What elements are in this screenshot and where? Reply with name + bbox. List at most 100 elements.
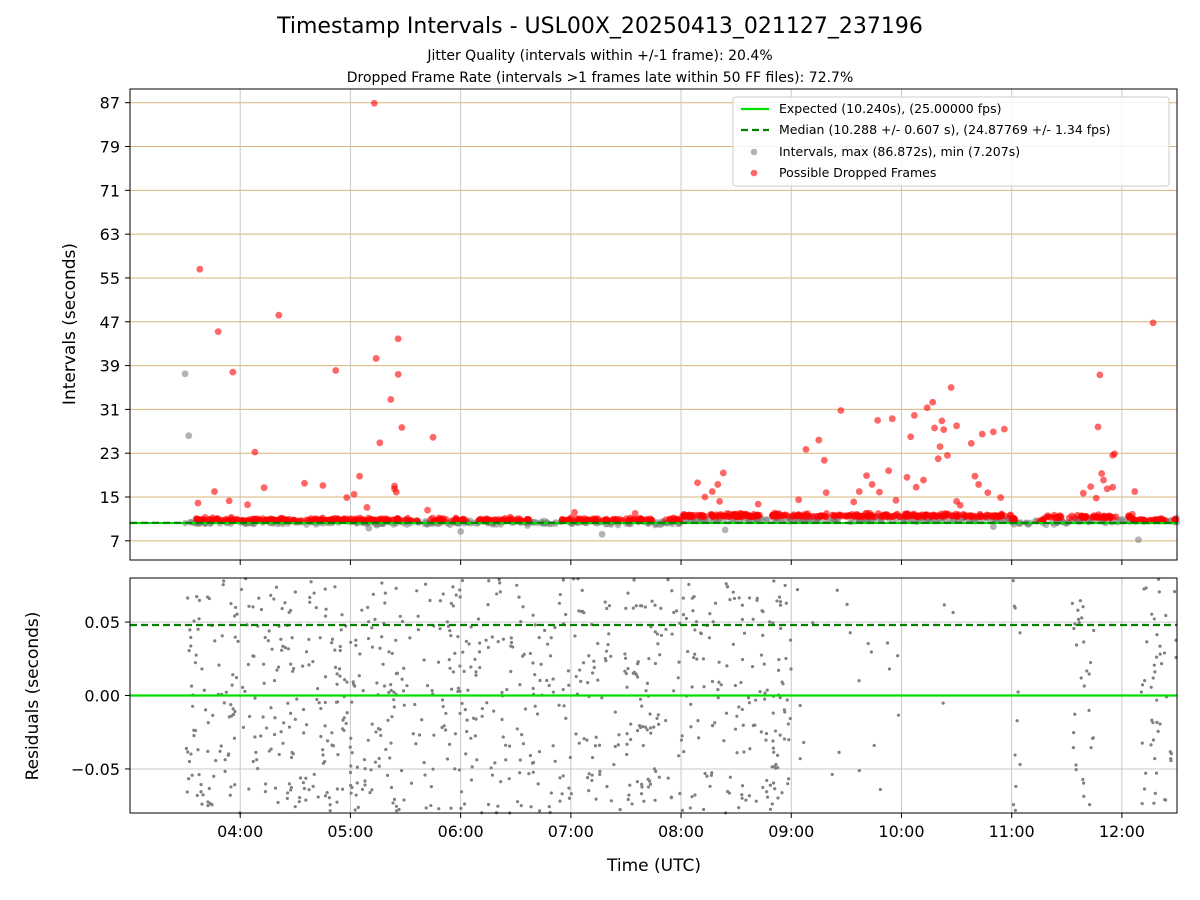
- residual-point: [473, 657, 477, 661]
- residual-point: [531, 770, 535, 774]
- dropped-frame-point: [507, 516, 515, 524]
- residual-point: [642, 799, 646, 803]
- residual-point: [199, 790, 203, 794]
- residual-point: [648, 726, 653, 730]
- dropped-frame-point: [938, 417, 946, 425]
- residual-point: [251, 605, 255, 609]
- residual-point: [626, 591, 630, 595]
- residual-point: [640, 785, 644, 789]
- residual-point: [307, 663, 311, 667]
- dropped-frame-point: [701, 493, 709, 501]
- residual-point: [627, 793, 631, 797]
- residual-point: [229, 703, 233, 707]
- residual-point: [298, 795, 302, 800]
- residual-point: [287, 782, 291, 786]
- intervals-y-label: Intervals (seconds): [60, 243, 80, 405]
- residual-point: [728, 598, 732, 602]
- dropped-frame-point: [722, 512, 730, 520]
- residual-point: [286, 647, 290, 651]
- residual-point: [192, 734, 196, 738]
- residual-point: [256, 767, 260, 771]
- residual-point: [771, 739, 775, 743]
- dropped-frame-point: [594, 515, 602, 523]
- residual-point: [500, 690, 504, 695]
- residual-point: [350, 751, 354, 755]
- residual-point: [371, 592, 375, 596]
- residual-point: [489, 766, 493, 770]
- residual-point: [187, 777, 191, 781]
- residual-point: [798, 703, 802, 708]
- chart-subtitle-jitter: Jitter Quality (intervals within +/-1 fr…: [427, 48, 773, 64]
- residual-point: [653, 603, 657, 607]
- residual-point: [270, 647, 274, 651]
- y-tick-label: 15: [100, 488, 120, 507]
- residual-point: [280, 606, 284, 611]
- residual-point: [493, 761, 497, 765]
- residual-point: [737, 596, 741, 600]
- residual-point: [355, 781, 359, 785]
- x-tick-label: 08:00: [658, 822, 704, 841]
- residual-point: [486, 645, 490, 649]
- residual-point: [747, 794, 752, 798]
- x-tick-label: 12:00: [1099, 822, 1145, 841]
- residual-point: [338, 648, 342, 653]
- residual-point: [623, 656, 628, 660]
- residual-point: [187, 648, 191, 653]
- residual-point: [770, 765, 774, 769]
- residual-point: [261, 715, 265, 719]
- residual-point: [340, 787, 345, 791]
- residual-point: [438, 627, 442, 631]
- residual-point: [212, 774, 216, 778]
- dropped-frame-point: [1057, 513, 1065, 520]
- residual-point: [635, 662, 640, 666]
- residual-point: [447, 657, 451, 662]
- x-tick-label: 11:00: [989, 822, 1035, 841]
- residual-point: [328, 809, 332, 813]
- residual-point: [553, 625, 557, 630]
- residual-point: [787, 738, 791, 742]
- residual-point: [763, 697, 767, 701]
- residual-point: [368, 790, 372, 795]
- residual-point: [634, 672, 638, 676]
- residual-point: [641, 724, 645, 729]
- residual-point: [942, 603, 946, 607]
- residual-point: [616, 743, 620, 747]
- residual-point: [648, 782, 653, 786]
- residual-point: [369, 768, 373, 772]
- residual-point: [751, 617, 755, 621]
- dropped-frame-point: [495, 515, 503, 523]
- residual-point: [740, 603, 744, 607]
- residual-point: [458, 711, 462, 716]
- dropped-frame-point: [960, 511, 967, 518]
- residual-point: [190, 773, 194, 777]
- residual-point: [338, 644, 342, 649]
- dropped-frame-point: [714, 481, 722, 488]
- residual-point: [1089, 746, 1093, 750]
- residual-point: [289, 785, 294, 790]
- residual-point: [234, 675, 239, 680]
- residual-point: [500, 717, 504, 722]
- dropped-frame-point: [859, 513, 867, 520]
- residual-point: [389, 688, 393, 692]
- residual-point: [350, 700, 354, 704]
- dropped-frame-point: [214, 328, 222, 336]
- residual-point: [830, 772, 834, 777]
- residual-point: [285, 796, 289, 801]
- residual-point: [788, 638, 793, 642]
- residual-point: [409, 781, 414, 785]
- residual-point: [1164, 613, 1168, 618]
- residual-point: [476, 617, 481, 621]
- residual-point: [609, 654, 613, 658]
- residual-point: [496, 640, 500, 644]
- residual-point: [267, 749, 271, 753]
- residual-point: [653, 630, 657, 634]
- residual-point: [845, 602, 849, 607]
- residual-point: [223, 758, 227, 762]
- residual-point: [428, 598, 432, 603]
- residual-point: [454, 593, 458, 597]
- interval-point: [457, 528, 465, 535]
- dropped-frame-point: [429, 433, 437, 441]
- residual-point: [1085, 669, 1089, 673]
- residual-point: [585, 738, 589, 742]
- residuals-y-label: Residuals (seconds): [23, 612, 43, 781]
